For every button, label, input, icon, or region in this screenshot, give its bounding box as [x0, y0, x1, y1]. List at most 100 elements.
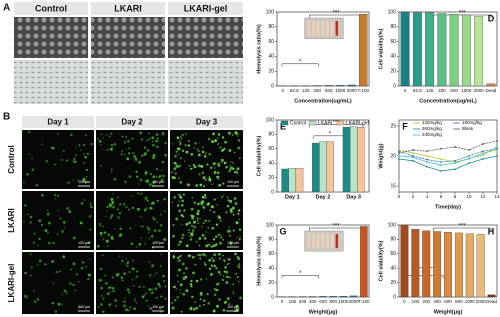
cell-dot — [146, 180, 149, 184]
cell-dot — [75, 154, 77, 156]
cell-dot — [121, 259, 124, 262]
cell-dot — [163, 198, 166, 201]
cell-dot — [201, 226, 203, 228]
cell-dot — [108, 204, 112, 208]
cell-dot — [87, 273, 91, 277]
cell-dot — [194, 301, 196, 303]
cell-dot — [164, 210, 166, 213]
cell-dot — [223, 259, 225, 262]
cell-dot — [214, 162, 217, 165]
bar — [465, 233, 474, 298]
cell-dot — [228, 262, 230, 265]
cell-dot — [143, 209, 147, 212]
cell-dot — [163, 279, 166, 282]
cell-dot — [38, 259, 42, 263]
legend-label: LKARI-gel — [346, 121, 369, 127]
cell-dot — [216, 171, 220, 175]
cell-dot — [209, 209, 211, 211]
legend-label: Control — [290, 121, 306, 127]
cell-dot — [126, 260, 130, 263]
cell-dot — [35, 184, 38, 187]
significance-mark: *** — [333, 11, 341, 17]
cell-dot — [148, 237, 151, 239]
cell-dot — [185, 244, 189, 248]
cell-dot — [218, 178, 220, 181]
cell-dot — [190, 284, 193, 288]
cell-dot — [189, 238, 193, 241]
cell-dot — [195, 240, 198, 243]
cell-dot — [212, 244, 216, 248]
cell-dot — [106, 148, 109, 151]
cell-dot — [112, 193, 114, 195]
cell-dot — [212, 259, 215, 263]
cell-dot — [238, 266, 241, 269]
cell-dot — [207, 220, 209, 223]
cell-dot — [46, 231, 50, 234]
cell-dot — [111, 200, 115, 204]
cell-dot — [237, 135, 239, 137]
cell-dot — [185, 222, 189, 226]
cell-dot — [131, 206, 135, 210]
x-tick-label: 12 — [480, 194, 486, 199]
cell-dot — [109, 303, 112, 305]
cell-dot — [79, 221, 83, 225]
series-point — [482, 153, 484, 156]
cell-dot — [105, 215, 107, 218]
cell-dot — [208, 137, 211, 141]
cell-dot — [45, 160, 48, 163]
cell-dot — [173, 196, 176, 199]
cell-dot — [103, 231, 107, 235]
cell-dot — [219, 242, 222, 245]
cell-dot — [212, 238, 216, 241]
cell-dot — [125, 308, 128, 312]
cell-dot — [118, 233, 122, 237]
cell-dot — [217, 143, 219, 146]
cell-dot — [205, 152, 207, 155]
bar — [347, 84, 356, 87]
cell-dot — [199, 278, 203, 281]
cell-dot — [225, 270, 229, 274]
bar — [487, 294, 496, 298]
cell-dot — [183, 193, 185, 196]
cell-dot — [172, 286, 175, 289]
cell-dot — [227, 206, 230, 208]
cell-dot — [130, 138, 133, 140]
cell-dot — [159, 265, 162, 267]
cell-dot — [224, 300, 227, 303]
cell-dot — [234, 171, 237, 174]
scale-bar-label: 100 μm — [152, 305, 164, 309]
cell-dot — [232, 292, 235, 294]
y-tick-label: 20 — [268, 175, 274, 181]
cell-dot — [27, 213, 29, 216]
cell-dot — [207, 227, 209, 229]
cell-dot — [238, 228, 242, 231]
cell-dot — [222, 275, 225, 277]
cell-dot — [30, 266, 33, 269]
cell-dot — [89, 228, 92, 231]
x-tick-label: 1000 — [461, 88, 472, 93]
x-tick-label: 400 — [433, 299, 441, 304]
cell-dot — [105, 282, 108, 285]
cell-dot — [57, 209, 60, 212]
cell-dot — [106, 205, 109, 209]
series-point — [454, 162, 456, 165]
x-tick-label: 2000 — [347, 88, 358, 93]
cell-dot — [217, 162, 221, 166]
cell-dot — [187, 183, 190, 187]
x-tick-label: Dead — [486, 299, 497, 304]
bar — [444, 232, 452, 298]
x-axis-label: Weight(μg) — [434, 309, 463, 315]
cell-dot — [118, 212, 122, 215]
cell-dot — [204, 196, 207, 199]
cell-dot — [197, 202, 200, 206]
column-header-box — [91, 2, 165, 15]
cell-dot — [105, 134, 108, 136]
cell-dot — [61, 159, 64, 161]
y-tick-label: 15 — [390, 183, 396, 189]
cell-dot — [208, 177, 212, 181]
cell-dot — [86, 152, 90, 156]
cell-dot — [181, 233, 185, 237]
cell-dot — [187, 140, 190, 143]
cell-dot — [220, 236, 223, 239]
plot-frame — [398, 11, 498, 87]
